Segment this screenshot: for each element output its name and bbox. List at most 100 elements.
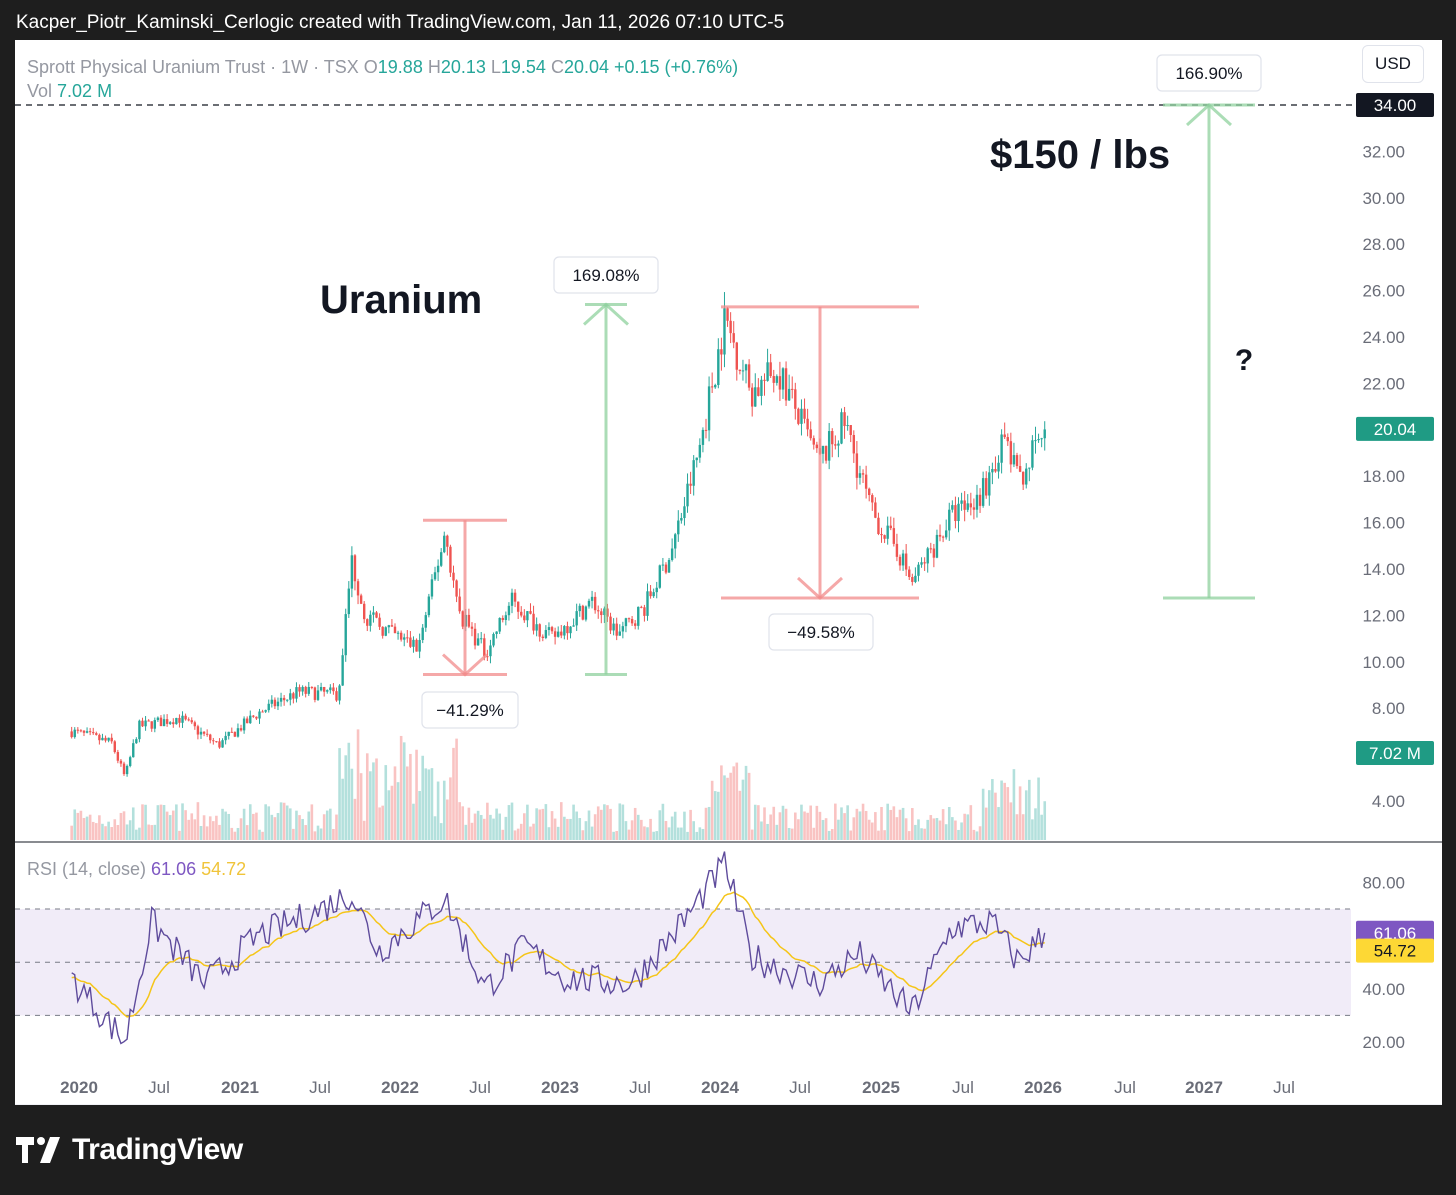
volume-bar xyxy=(322,814,326,840)
candle xyxy=(110,737,113,742)
chart-svg[interactable]: −41.29% 169.08% −49.58% 166.90% Uranium $150 … xyxy=(15,40,1442,1105)
candle xyxy=(384,627,387,636)
candle xyxy=(538,624,541,637)
volume-bar xyxy=(566,818,569,840)
candle xyxy=(507,605,511,616)
volume-bar xyxy=(750,829,754,840)
volume-bar xyxy=(495,808,498,840)
candle xyxy=(489,645,492,657)
volume-bar xyxy=(692,821,695,840)
volume-bar xyxy=(107,821,110,840)
target-annotation: $150 / lbs xyxy=(990,133,1170,177)
candle xyxy=(344,614,347,656)
volume-bar xyxy=(516,828,520,840)
volume-bar xyxy=(338,748,341,840)
candle xyxy=(224,735,227,741)
candle xyxy=(908,569,911,578)
candle xyxy=(313,687,317,700)
volume-bar xyxy=(563,816,566,840)
time-tick-label: Jul xyxy=(148,1078,170,1097)
price-tick-label: 30.00 xyxy=(1362,189,1405,208)
candle xyxy=(393,626,397,634)
volume-bar xyxy=(775,824,779,840)
candle xyxy=(85,731,89,733)
candle xyxy=(332,687,335,692)
candle xyxy=(236,728,240,737)
brand-name: TradingView xyxy=(72,1133,243,1166)
volume-bar xyxy=(929,815,933,840)
candle xyxy=(732,333,735,343)
volume-bar xyxy=(627,829,631,840)
volume-bar xyxy=(168,815,172,840)
candle xyxy=(840,412,843,444)
candle xyxy=(895,543,899,557)
volume-bar xyxy=(88,814,92,840)
pct-drop-2-box xyxy=(768,613,874,651)
candle xyxy=(821,445,825,454)
candle xyxy=(369,614,372,626)
candle xyxy=(307,686,310,694)
volume-bar xyxy=(436,781,440,840)
candle xyxy=(298,687,301,692)
candle xyxy=(88,731,92,733)
candle xyxy=(590,596,594,601)
candle xyxy=(972,507,976,510)
candle xyxy=(920,562,923,565)
pct-rise-2: 166.90% xyxy=(1175,64,1242,83)
currency-button[interactable]: USD xyxy=(1362,45,1424,83)
question-annotation: ? xyxy=(1235,344,1253,377)
volume-bar xyxy=(680,827,683,840)
candle xyxy=(886,525,889,539)
candle xyxy=(766,362,769,381)
candle xyxy=(273,699,277,707)
volume-bar xyxy=(501,829,505,840)
volume-bar xyxy=(994,792,997,840)
volume-bar xyxy=(843,813,846,840)
volume-bar xyxy=(615,830,619,840)
volume-bar xyxy=(424,768,428,840)
volume-bar xyxy=(861,803,865,840)
volume-bar xyxy=(883,830,886,840)
volume-bar xyxy=(362,820,366,840)
candle xyxy=(76,729,80,731)
volume-bar xyxy=(621,804,625,840)
volume-bar xyxy=(664,821,668,840)
candle xyxy=(710,386,714,388)
volume-bar xyxy=(276,813,280,840)
candle xyxy=(627,618,631,620)
candle xyxy=(98,734,101,741)
volume-bar xyxy=(707,806,711,840)
candle xyxy=(563,626,566,636)
volume-bar xyxy=(587,810,591,840)
candle xyxy=(301,686,304,692)
candle xyxy=(230,731,233,733)
candle xyxy=(421,627,424,641)
volume-bar xyxy=(954,820,957,840)
candle xyxy=(855,453,859,478)
candle xyxy=(492,633,495,646)
volume-bar xyxy=(430,768,434,840)
volume-bar xyxy=(535,808,538,840)
volume-bar xyxy=(267,806,271,840)
candle xyxy=(914,575,917,582)
price-tick-label: 8.00 xyxy=(1372,699,1405,718)
candle xyxy=(593,596,597,611)
candle xyxy=(861,473,865,475)
tradingview-logo: TradingView xyxy=(16,1130,243,1170)
candle xyxy=(529,611,532,614)
candle xyxy=(566,626,569,634)
candle xyxy=(735,342,738,370)
volume-bar xyxy=(695,831,699,840)
volume-bar xyxy=(673,811,677,840)
chart-panel[interactable]: −41.29% 169.08% −49.58% 166.90% Uranium $150 … xyxy=(15,40,1442,1105)
candle xyxy=(119,760,123,764)
candle xyxy=(175,717,178,725)
candle xyxy=(618,631,621,636)
candle xyxy=(892,528,896,544)
volume-bar xyxy=(270,814,274,840)
candle xyxy=(643,607,646,616)
volume-bar xyxy=(175,804,178,840)
candle xyxy=(1031,440,1034,468)
candle xyxy=(227,731,230,736)
candle xyxy=(763,379,766,381)
